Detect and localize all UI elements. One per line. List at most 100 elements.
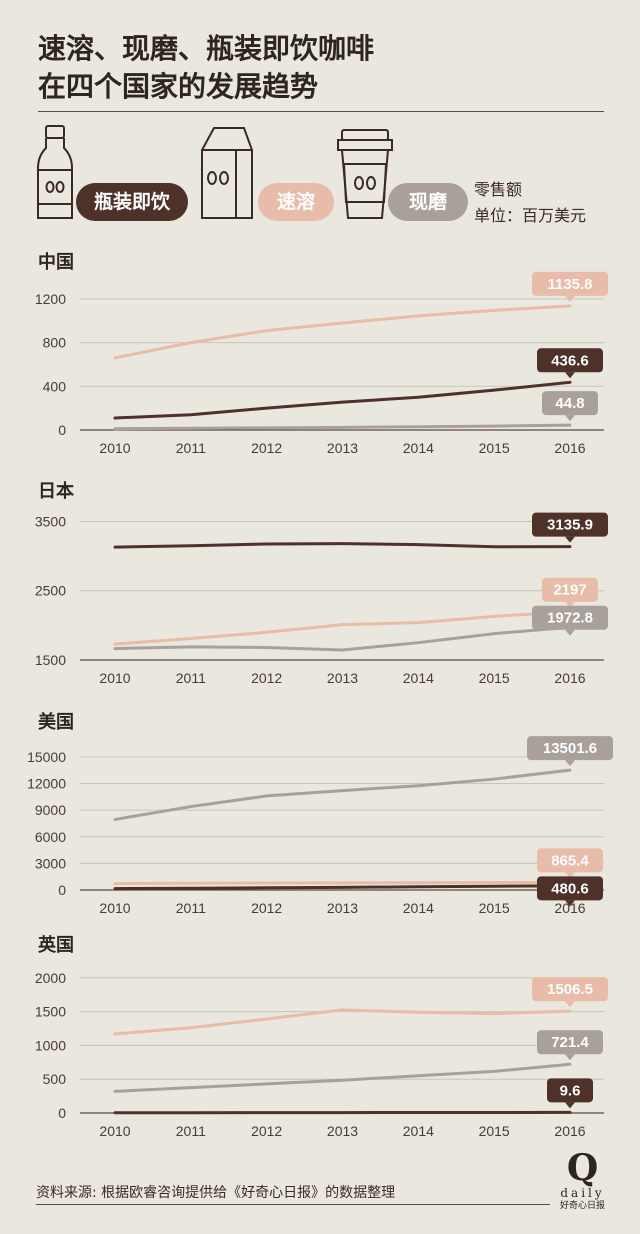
value-callout-box <box>532 605 608 630</box>
y-tick-label: 1000 <box>35 1037 66 1053</box>
y-tick-label: 2500 <box>35 583 66 599</box>
data-label: 436.6 <box>551 352 589 369</box>
value-callout-pointer <box>565 872 575 879</box>
x-tick-label: 2010 <box>99 440 130 456</box>
value-callout-pointer <box>565 629 575 636</box>
value-callout-pointer <box>565 900 575 907</box>
y-tick-label: 0 <box>58 422 66 438</box>
y-tick-label: 1200 <box>35 291 66 307</box>
country-japan: 日本 <box>38 481 74 502</box>
x-tick-label: 2013 <box>327 1123 358 1139</box>
data-label: 1972.8 <box>547 610 593 627</box>
legend-bottled-pill: 瓶装即饮 <box>76 183 188 221</box>
x-tick-label: 2016 <box>554 440 585 456</box>
series-line-bottled <box>113 884 572 891</box>
x-tick-label: 2013 <box>327 900 358 916</box>
series-line-instant <box>113 610 572 646</box>
legend-icons <box>37 125 393 219</box>
title-line-2: 在四个国家的发展趋势 <box>38 70 319 103</box>
series-line-instant <box>113 304 572 360</box>
y-tick-label: 3000 <box>35 855 66 871</box>
data-label: 2197 <box>553 582 586 599</box>
source-note: 资料来源: 根据欧睿咨询提供给《好奇心日报》的数据整理 <box>36 1185 396 1201</box>
x-tick-label: 2014 <box>403 440 434 456</box>
brand-logo: Q daily 好奇心日报 <box>560 1150 605 1212</box>
x-tick-label: 2014 <box>403 1123 434 1139</box>
data-label: 44.8 <box>555 395 584 412</box>
series-line-fresh <box>113 625 572 652</box>
value-callout-box <box>542 577 598 602</box>
coffee-bag-icon <box>201 127 253 219</box>
y-tick-label: 0 <box>58 882 66 898</box>
data-label: 721.4 <box>551 1034 589 1051</box>
chart-uk: 0 500 1000 1500 2000 2010 2011 2012 2013 2014 2015… <box>35 970 608 1139</box>
logo-word: daily <box>560 1186 605 1200</box>
x-tick-label: 2011 <box>176 1123 206 1139</box>
unit-label-line-1: 零售额 <box>474 180 523 199</box>
value-callout-pointer <box>565 601 575 608</box>
value-callout-pointer <box>565 1054 575 1061</box>
x-tick-label: 2013 <box>327 440 358 456</box>
x-tick-label: 2016 <box>554 670 585 686</box>
x-tick-label: 2014 <box>403 900 434 916</box>
value-callout-pointer <box>565 760 575 767</box>
y-tick-label: 1500 <box>35 1004 66 1020</box>
title-line-1: 速溶、现磨、瓶装即饮咖啡 <box>38 32 375 65</box>
value-callout-pointer <box>565 536 575 543</box>
chart-usa: 0 3000 6000 9000 12000 15000 2010 2011 2012 2013 2… <box>27 736 613 916</box>
x-tick-label: 2010 <box>99 900 130 916</box>
x-tick-label: 2012 <box>251 440 282 456</box>
logo-mark: Q <box>566 1147 599 1189</box>
x-tick-label: 2012 <box>251 1123 282 1139</box>
value-callout-box <box>532 512 608 537</box>
x-tick-label: 2011 <box>176 440 206 456</box>
logo-cn: 好奇心日报 <box>560 1201 606 1211</box>
y-tick-label: 400 <box>43 378 67 394</box>
value-callout-box <box>542 391 598 416</box>
chart-japan: 1500 2500 3500 2010 2011 2012 2013 2014 2015 2016… <box>35 512 608 686</box>
value-callout-box <box>537 1030 603 1055</box>
coffee-cup-icon <box>337 129 393 219</box>
bottle-icon <box>37 125 73 219</box>
legend-fresh-pill: 现磨 <box>388 183 468 221</box>
series-line-fresh <box>113 423 572 431</box>
country-uk: 英国 <box>38 935 74 956</box>
value-callout-box <box>532 271 608 296</box>
data-label: 13501.6 <box>543 740 597 757</box>
value-callout-pointer <box>565 295 575 302</box>
series-line-fresh <box>113 768 572 821</box>
x-tick-label: 2015 <box>479 1123 510 1139</box>
y-tick-label: 500 <box>43 1071 67 1087</box>
x-tick-label: 2012 <box>251 670 282 686</box>
footer-divider <box>36 1204 550 1205</box>
y-tick-label: 2000 <box>35 970 66 986</box>
y-tick-label: 15000 <box>27 749 66 765</box>
y-tick-label: 9000 <box>35 802 66 818</box>
x-tick-label: 2015 <box>479 670 510 686</box>
data-label: 1506.5 <box>547 981 593 998</box>
x-tick-label: 2013 <box>327 670 358 686</box>
chart-china: 0 400 800 1200 2010 2011 2012 2013 2014 2015 2016 1… <box>35 271 608 456</box>
x-tick-label: 2016 <box>554 1123 585 1139</box>
x-tick-label: 2011 <box>176 900 206 916</box>
value-callout-box <box>532 977 608 1002</box>
series-line-instant <box>113 880 572 886</box>
x-tick-label: 2012 <box>251 900 282 916</box>
y-tick-label: 1500 <box>35 652 66 668</box>
x-tick-label: 2010 <box>99 1123 130 1139</box>
value-callout-box <box>537 348 603 373</box>
value-callout-pointer <box>565 1001 575 1008</box>
y-tick-label: 0 <box>58 1105 66 1121</box>
country-usa: 美国 <box>38 712 74 733</box>
data-label: 865.4 <box>551 852 589 869</box>
legend-instant-pill: 速溶 <box>258 183 334 221</box>
value-callout-box <box>537 876 603 901</box>
x-tick-label: 2014 <box>403 670 434 686</box>
series-line-bottled <box>113 542 572 549</box>
data-label: 3135.9 <box>547 517 593 534</box>
value-callout-pointer <box>565 415 575 422</box>
value-callout-box <box>537 848 603 873</box>
unit-label-line-2: 单位：百万美元 <box>474 206 587 225</box>
x-tick-label: 2016 <box>554 900 585 916</box>
y-tick-label: 3500 <box>35 513 66 529</box>
